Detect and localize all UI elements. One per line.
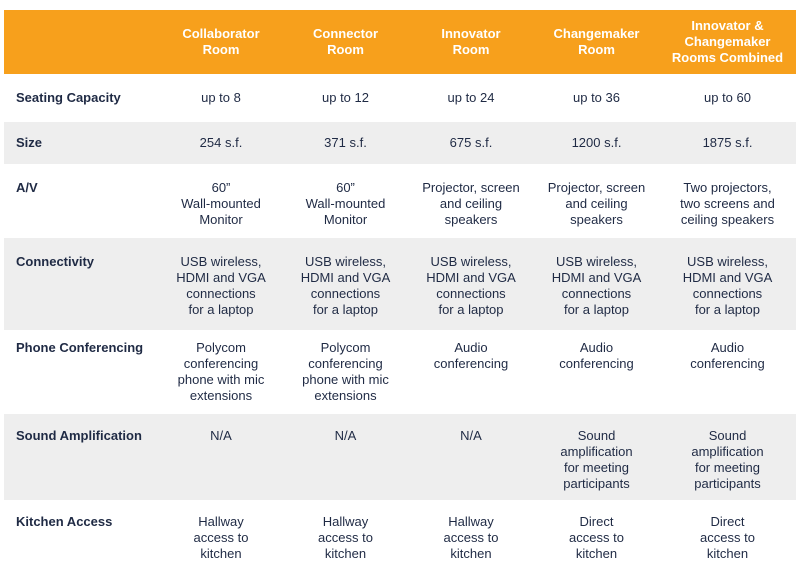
table-cell: Projector, screen and ceiling speakers	[547, 180, 646, 227]
row-label: Seating Capacity	[16, 90, 121, 105]
table-cell: Polycom conferencing phone with mic exte…	[177, 340, 265, 403]
table-cell: N/A	[283, 414, 408, 500]
row-label: Kitchen Access	[16, 514, 113, 529]
table-cell: up to 24	[447, 90, 495, 105]
table-cell: Direct access to kitchen	[700, 514, 755, 561]
row-label: Phone Conferencing	[16, 340, 144, 355]
table-cell: USB wireless, HDMI and VGA connections f…	[408, 238, 534, 330]
table-cell: USB wireless, HDMI and VGA connections f…	[659, 238, 796, 330]
table-cell: 60” Wall-mounted Monitor	[305, 180, 386, 227]
table-cell: N/A	[159, 414, 283, 500]
header-connector-room: Connector Room	[283, 10, 408, 74]
row-label: A/V	[16, 180, 38, 195]
row-seating-capacity: Seating Capacity up to 8 up to 12 up to …	[4, 74, 796, 122]
header-combined-rooms: Innovator & Changemaker Rooms Combined	[659, 10, 796, 74]
table-cell: Audio conferencing	[690, 340, 765, 371]
table-cell: 60” Wall-mounted Monitor	[181, 180, 261, 227]
row-phone-conferencing: Phone Conferencing Polycom conferencing …	[4, 330, 796, 414]
row-label: Sound Amplification	[4, 414, 159, 500]
table-cell: USB wireless, HDMI and VGA connections f…	[534, 238, 659, 330]
table-cell: Two projectors, two screens and ceiling …	[680, 180, 775, 227]
table-cell: Sound amplification for meeting particip…	[534, 414, 659, 500]
table-cell: Audio conferencing	[559, 340, 634, 371]
table-cell: 675 s.f.	[408, 122, 534, 164]
table-cell: Audio conferencing	[433, 340, 509, 371]
header-collaborator-room: Collaborator Room	[159, 10, 283, 74]
table-cell: up to 60	[704, 90, 751, 105]
table-cell: Hallway access to kitchen	[193, 514, 249, 561]
row-label: Connectivity	[4, 238, 159, 330]
table-cell: up to 36	[573, 90, 620, 105]
table-cell: Sound amplification for meeting particip…	[659, 414, 796, 500]
header-corner	[4, 10, 159, 74]
room-comparison-table: Collaborator Room Connector Room Innovat…	[4, 10, 796, 575]
row-sound-amplification: Sound Amplification N/A N/A N/A Sound am…	[4, 414, 796, 500]
row-size: Size 254 s.f. 371 s.f. 675 s.f. 1200 s.f…	[4, 122, 796, 164]
table-cell: 1200 s.f.	[534, 122, 659, 164]
table-cell: 1875 s.f.	[659, 122, 796, 164]
row-kitchen-access: Kitchen Access Hallway access to kitchen…	[4, 500, 796, 575]
row-av: A/V 60” Wall-mounted Monitor 60” Wall-mo…	[4, 164, 796, 238]
row-label: Size	[4, 122, 159, 164]
header-changemaker-room: Changemaker Room	[534, 10, 659, 74]
table-cell: up to 8	[201, 90, 241, 105]
table-cell: N/A	[408, 414, 534, 500]
table-cell: Polycom conferencing phone with mic exte…	[302, 340, 389, 403]
row-connectivity: Connectivity USB wireless, HDMI and VGA …	[4, 238, 796, 330]
header-row: Collaborator Room Connector Room Innovat…	[4, 10, 796, 74]
table-cell: Direct access to kitchen	[569, 514, 624, 561]
table-cell: up to 12	[322, 90, 369, 105]
table-cell: Projector, screen and ceiling speakers	[422, 180, 520, 227]
table-cell: Hallway access to kitchen	[318, 514, 373, 561]
table-cell: USB wireless, HDMI and VGA connections f…	[159, 238, 283, 330]
header-innovator-room: Innovator Room	[408, 10, 534, 74]
table-cell: 254 s.f.	[159, 122, 283, 164]
table-cell: 371 s.f.	[283, 122, 408, 164]
table-cell: USB wireless, HDMI and VGA connections f…	[283, 238, 408, 330]
table-cell: Hallway access to kitchen	[443, 514, 499, 561]
